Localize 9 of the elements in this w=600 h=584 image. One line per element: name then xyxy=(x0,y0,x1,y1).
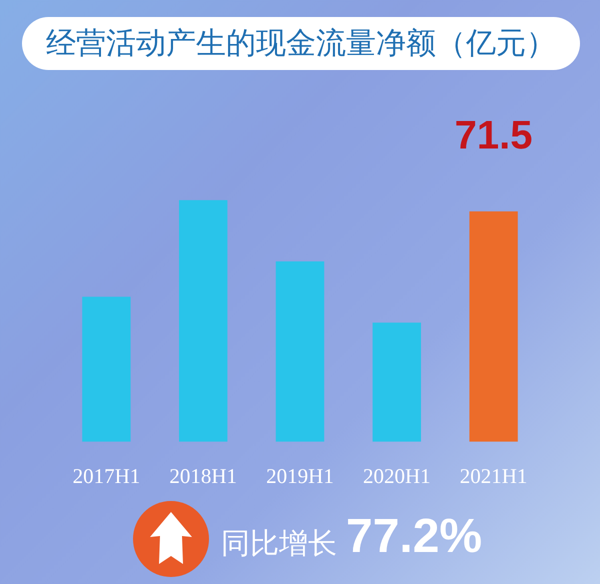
data-label: 71.5 xyxy=(454,113,533,158)
x-tick-label: 2018H1 xyxy=(169,464,238,488)
x-tick-label: 2021H1 xyxy=(460,464,528,488)
text: 同比增长 xyxy=(221,526,337,560)
text: 77.2% xyxy=(346,510,482,564)
x-tick-label: 2017H1 xyxy=(72,464,140,488)
chart-title: 经营活动产生的现金流量净额（亿元） xyxy=(46,26,556,62)
x-tick-label: 2020H1 xyxy=(362,464,431,488)
x-tick-label: 2019H1 xyxy=(266,464,334,488)
